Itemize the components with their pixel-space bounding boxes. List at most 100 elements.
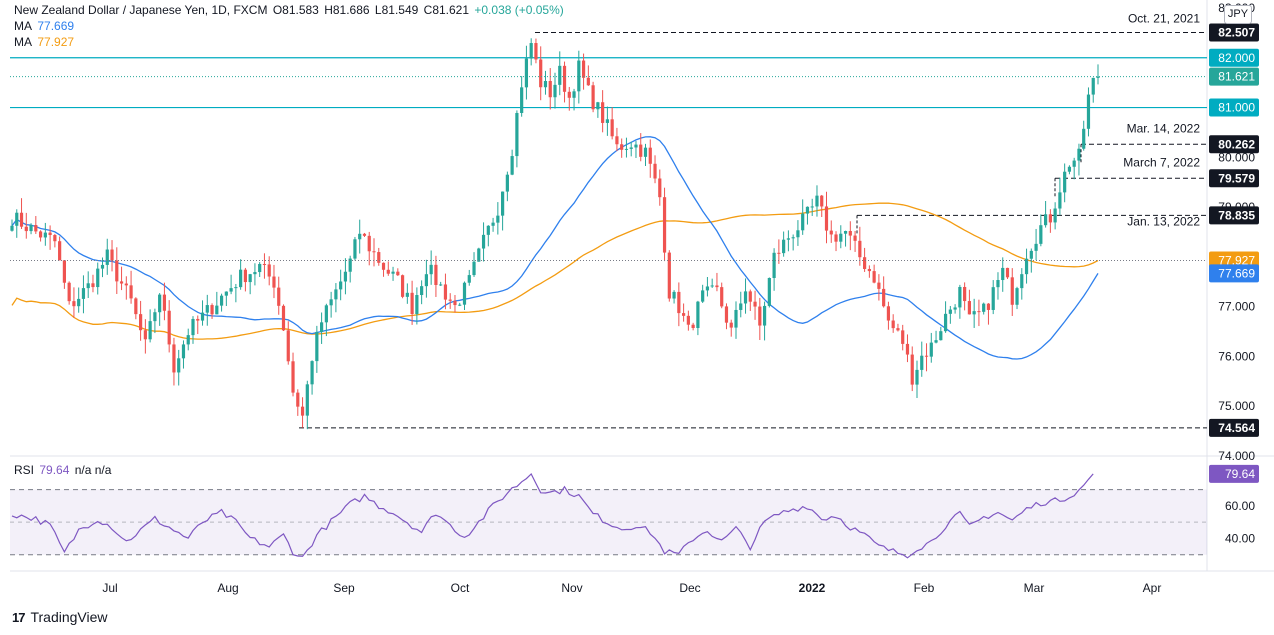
candle-body <box>639 144 643 157</box>
candle-body <box>534 43 538 60</box>
candle-body <box>439 284 443 286</box>
candle-body <box>539 59 543 88</box>
candle-body <box>629 147 633 149</box>
candle-body <box>548 80 552 98</box>
candle-body <box>1029 250 1033 259</box>
price-tick-label: 74.000 <box>1218 449 1255 463</box>
candle-body <box>300 406 305 416</box>
candle-body <box>358 233 362 240</box>
candle-body <box>48 232 52 236</box>
candle-body <box>29 225 33 232</box>
candle-body <box>605 119 609 123</box>
candle-body <box>34 225 38 232</box>
candle-body <box>115 260 119 282</box>
candle-body <box>77 298 81 307</box>
candle-body <box>729 322 733 328</box>
candle-body <box>296 392 300 407</box>
candle-body <box>648 147 652 164</box>
candle-body <box>377 252 381 263</box>
ma-slow-legend[interactable]: MA 77.927 <box>14 35 76 49</box>
price-tick-label: 80.000 <box>1218 150 1255 164</box>
candle-body <box>701 290 705 302</box>
candle-body <box>362 233 367 236</box>
ma-fast-legend[interactable]: MA 77.669 <box>14 19 76 33</box>
candle-body <box>658 178 662 198</box>
candle-body <box>24 226 28 232</box>
time-tick-label: Nov <box>561 581 582 595</box>
candle-body <box>829 230 833 235</box>
candle-body <box>510 156 514 175</box>
candle-body <box>129 285 133 299</box>
candle-body <box>958 286 962 308</box>
candle-body <box>58 241 62 261</box>
candle-body <box>558 65 562 85</box>
candle-body <box>472 261 476 276</box>
candle-body <box>796 230 800 238</box>
candle-body <box>1024 258 1029 275</box>
candle-body <box>486 225 490 235</box>
candle-body <box>634 144 638 148</box>
candle-body <box>462 282 467 305</box>
candle-body <box>310 361 314 385</box>
annotation-label: Mar. 14, 2022 <box>1127 121 1201 135</box>
candle-body <box>305 384 309 416</box>
tradingview-logo[interactable]: 17 TradingView <box>12 609 108 625</box>
time-tick-label: Dec <box>679 581 700 595</box>
candle-body <box>434 264 438 285</box>
candle-body <box>353 239 357 259</box>
candle-body <box>196 318 200 321</box>
candle-body <box>967 301 971 315</box>
open-value: O81.583 <box>272 3 319 17</box>
candle-body <box>724 306 729 323</box>
candle-body <box>753 301 757 307</box>
annotation-label: March 7, 2022 <box>1123 155 1200 169</box>
candle-body <box>715 285 719 288</box>
candle-body <box>158 294 162 313</box>
candle-body <box>948 309 952 314</box>
candle-body <box>1010 277 1014 305</box>
candle-body <box>982 303 986 312</box>
rsi-legend[interactable]: RSI 79.64 n/a n/a <box>14 463 113 477</box>
annotation-label: Oct. 21, 2021 <box>1128 12 1200 26</box>
candle-body <box>910 354 914 385</box>
level-price-label: 82.000 <box>1218 51 1255 65</box>
candle-body <box>696 301 700 329</box>
candle-body <box>43 232 47 238</box>
candle-body <box>963 286 967 302</box>
candle-body <box>820 195 824 207</box>
candle-body <box>91 283 95 288</box>
candle-body <box>1034 243 1038 251</box>
candle-body <box>334 289 338 300</box>
candle-body <box>610 119 614 137</box>
candle-body <box>672 291 676 299</box>
candle-body <box>710 285 714 287</box>
candle-body <box>10 225 14 231</box>
candle-body <box>867 268 871 272</box>
candle-body <box>653 163 657 179</box>
rsi-line <box>11 473 1094 559</box>
candle-body <box>620 144 624 150</box>
candle-body <box>762 305 767 326</box>
currency-button[interactable]: JPY <box>1224 5 1252 24</box>
candle-body <box>429 264 433 275</box>
candle-body <box>72 301 76 307</box>
annotation-price-label: 80.262 <box>1218 137 1255 151</box>
price-tick-label: 76.000 <box>1218 349 1255 363</box>
ma-slow-price-label: 77.927 <box>1218 254 1255 268</box>
candle-body <box>739 303 743 310</box>
time-tick-label: Aug <box>217 581 238 595</box>
candle-body <box>601 102 605 123</box>
candle-body <box>277 287 281 306</box>
candle-body <box>591 85 595 110</box>
candle-body <box>286 330 290 362</box>
candle-body <box>720 287 724 307</box>
candle-body <box>329 299 333 306</box>
candle-body <box>581 60 586 78</box>
candle-body <box>186 335 190 345</box>
candle-body <box>372 251 376 253</box>
candle-body <box>839 233 843 242</box>
candle-body <box>743 291 748 304</box>
candle-body <box>410 292 414 315</box>
annotation-price-tag <box>1209 135 1259 154</box>
